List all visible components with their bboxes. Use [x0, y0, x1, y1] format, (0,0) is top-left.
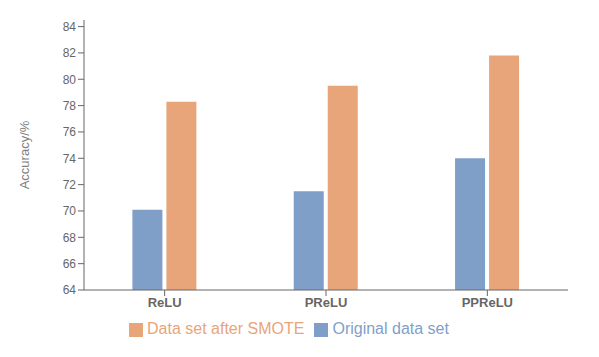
svg-text:72: 72	[63, 178, 77, 192]
svg-text:66: 66	[63, 257, 77, 271]
svg-text:68: 68	[63, 231, 77, 245]
svg-text:70: 70	[63, 204, 77, 218]
svg-text:PPReLU: PPReLU	[462, 295, 513, 310]
svg-text:84: 84	[63, 20, 77, 34]
svg-text:76: 76	[63, 125, 77, 139]
svg-text:64: 64	[63, 283, 77, 297]
html-text:Original data set: Original data set	[332, 320, 449, 337]
svg-text:80: 80	[63, 73, 77, 87]
html-text:Data set after SMOTE: Data set after SMOTE	[147, 320, 305, 337]
svg-text:74: 74	[63, 152, 77, 166]
svg-text:ReLU: ReLU	[148, 295, 182, 310]
svg-text:PReLU: PReLU	[305, 295, 348, 310]
svg-text:78: 78	[63, 99, 77, 113]
svg-text:Accuracy/%: Accuracy/%	[17, 120, 32, 189]
svg-text:82: 82	[63, 46, 77, 60]
